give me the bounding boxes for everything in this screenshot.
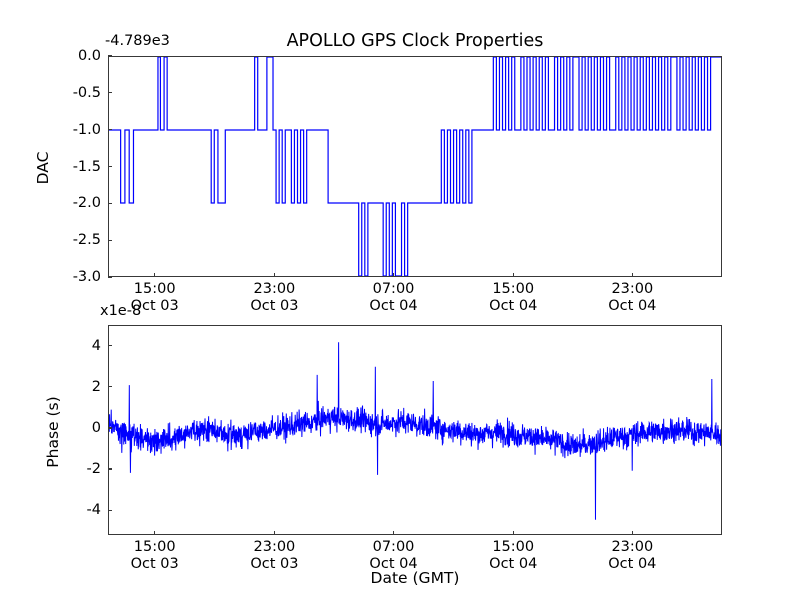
dac-x-tick-date: Oct 04 — [489, 297, 538, 314]
phase-x-tick-date: Oct 04 — [608, 555, 657, 572]
dac-y-tick-label: -1.5 — [72, 158, 101, 175]
dac-x-tick-label: 23:00 Oct 03 — [250, 281, 298, 315]
dac-y-tick-label: -1.0 — [72, 121, 101, 138]
phase-x-tick-label: 23:00 Oct 04 — [608, 539, 656, 573]
x-axis-label: Date (GMT) — [370, 569, 460, 587]
dac-x-tick-date: Oct 04 — [608, 297, 657, 314]
phase-x-tick-time: 23:00 — [611, 539, 654, 555]
dac-x-tick-mark — [273, 273, 276, 277]
phase-x-tick-label: 15:00 Oct 03 — [131, 539, 179, 573]
dac-axis-offset-label: -4.789e3 — [105, 33, 170, 49]
dac-x-tick-label: 15:00 Oct 04 — [489, 281, 537, 315]
dac-y-tick-mark — [108, 239, 112, 241]
phase-x-tick-label: 23:00 Oct 03 — [250, 539, 298, 573]
phase-plot-axes — [108, 325, 722, 535]
phase-x-tick-time: 23:00 — [253, 539, 296, 555]
phase-y-tick-label: 2 — [91, 378, 101, 395]
phase-axis-multiplier-label: x1e-8 — [100, 303, 142, 319]
phase-x-tick-date: Oct 04 — [369, 555, 418, 572]
phase-x-tick-mark — [273, 531, 276, 535]
phase-x-tick-mark — [631, 531, 633, 535]
phase-y-tick-label: 0 — [91, 419, 101, 436]
figure-title: APOLLO GPS Clock Properties — [286, 31, 544, 51]
phase-y-tick-mark — [108, 386, 112, 388]
phase-y-tick-label: 4 — [91, 337, 101, 354]
dac-x-tick-date: Oct 04 — [369, 297, 418, 314]
dac-x-tick-date: Oct 03 — [130, 297, 179, 314]
dac-y-tick-mark — [108, 92, 112, 94]
dac-y-tick-mark — [108, 276, 112, 278]
dac-x-tick-label: 23:00 Oct 04 — [608, 281, 656, 315]
phase-x-tick-time: 15:00 — [133, 539, 176, 555]
dac-x-tick-date: Oct 03 — [250, 297, 299, 314]
phase-y-tick-mark — [108, 427, 112, 429]
phase-y-tick-mark — [108, 468, 112, 470]
dac-x-tick-time: 07:00 — [372, 281, 415, 297]
dac-x-tick-time: 23:00 — [253, 281, 296, 297]
dac-y-tick-mark — [108, 202, 112, 204]
dac-x-tick-time: 15:00 — [492, 281, 535, 297]
dac-x-tick-time: 23:00 — [611, 281, 654, 297]
dac-plot-axes — [108, 56, 722, 277]
dac-x-tick-label: 15:00 Oct 03 — [131, 281, 179, 315]
phase-y-tick-label: -4 — [86, 502, 101, 519]
dac-x-tick-mark — [392, 273, 395, 277]
dac-x-tick-time: 15:00 — [133, 281, 176, 297]
dac-y-tick-label: 0.0 — [77, 48, 101, 64]
dac-x-tick-mark — [154, 273, 156, 277]
phase-x-tick-label: 07:00 Oct 04 — [369, 539, 417, 573]
phase-x-tick-date: Oct 03 — [130, 555, 179, 572]
phase-x-tick-time: 15:00 — [492, 539, 535, 555]
phase-x-tick-mark — [512, 531, 514, 535]
phase-y-tick-mark — [108, 509, 112, 511]
phase-x-tick-date: Oct 03 — [250, 555, 299, 572]
phase-x-tick-time: 07:00 — [372, 539, 415, 555]
phase-x-tick-label: 15:00 Oct 04 — [489, 539, 537, 573]
dac-y-tick-label: -0.5 — [72, 84, 101, 101]
dac-y-tick-label: -2.5 — [72, 232, 101, 249]
phase-x-tick-date: Oct 04 — [489, 555, 538, 572]
dac-y-tick-mark — [108, 165, 112, 168]
dac-y-tick-mark — [108, 129, 112, 131]
dac-x-tick-label: 07:00 Oct 04 — [369, 281, 417, 315]
dac-x-tick-mark — [512, 273, 514, 277]
dac-x-tick-mark — [631, 273, 633, 277]
phase-y-tick-mark — [108, 344, 112, 347]
phase-series-line — [109, 326, 721, 534]
phase-x-tick-mark — [154, 531, 156, 535]
dac-series-line — [109, 57, 721, 276]
phase-x-tick-mark — [392, 531, 395, 535]
dac-y-tick-label: -2.0 — [72, 195, 101, 212]
dac-y-tick-mark — [108, 55, 112, 57]
phase-y-tick-label: -2 — [86, 461, 101, 478]
dac-y-tick-label: -3.0 — [72, 269, 101, 285]
